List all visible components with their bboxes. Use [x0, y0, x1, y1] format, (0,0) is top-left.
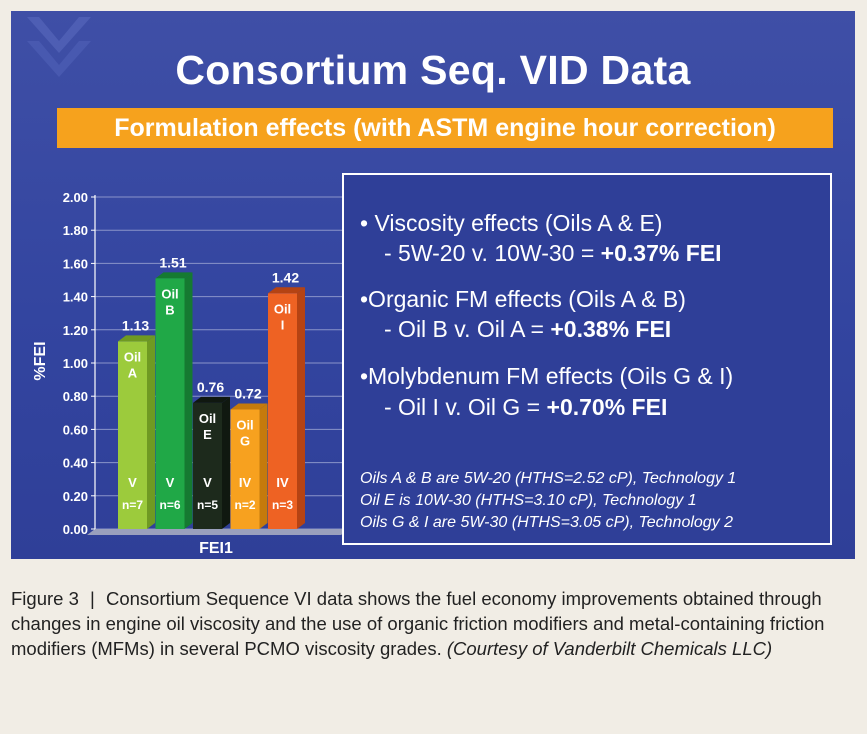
subtitle-banner: Formulation effects (with ASTM engine ho…: [57, 108, 833, 148]
chevron-logo-icon: [27, 17, 91, 53]
bar-oil-label: Oil: [161, 286, 178, 301]
bullet-viscosity: • Viscosity effects (Oils A & E): [360, 210, 663, 236]
bar-top: [230, 403, 268, 410]
bar-side: [147, 335, 155, 529]
bar-tech-label: V: [166, 475, 175, 490]
y-tick-label: 0.20: [63, 489, 88, 504]
bar-n-label: n=6: [159, 498, 180, 512]
detail-viscosity: - 5W-20 v. 10W-30 = +0.37% FEI: [384, 240, 722, 266]
bar-value-label: 1.42: [272, 269, 299, 285]
bar-oil-letter: B: [165, 302, 174, 317]
bar-oil-label: Oil: [236, 417, 253, 432]
bullet-molybdenum-fm: •Molybdenum FM effects (Oils G & I): [360, 363, 734, 389]
y-axis: 0.00 0.20 0.40 0.60 0.80 1.00 1.20 1.40 1.60 1.80…: [63, 190, 96, 537]
bar-tech-label: V: [203, 475, 212, 490]
x-axis-label: FEI1: [199, 540, 233, 557]
bar-side: [222, 396, 230, 529]
y-tick-label: 1.20: [63, 323, 88, 338]
y-tick-label: 1.80: [63, 223, 88, 238]
y-tick-label: 0.00: [63, 522, 88, 537]
bar-face: [230, 409, 260, 529]
figure-number: Figure 3: [11, 588, 79, 609]
bar-face: [193, 402, 222, 529]
bar-face: [268, 293, 297, 529]
chart-floor-plane: [87, 529, 349, 535]
bar-value-label: 0.76: [197, 379, 224, 395]
bar-tech-label: V: [128, 475, 137, 490]
slide-title: Consortium Seq. VID Data: [175, 47, 691, 93]
y-tick-label: 0.60: [63, 422, 88, 437]
bar-face: [155, 278, 185, 529]
bar-face: [118, 341, 147, 529]
caption-separator: |: [90, 588, 95, 609]
bar-value-label: 1.51: [159, 254, 186, 270]
caption-text: Consortium Sequence VI data shows the fu…: [11, 588, 825, 659]
bar-n-label: n=2: [234, 498, 255, 512]
detail-molybdenum-fm: - Oil I v. Oil G = +0.70% FEI: [384, 394, 668, 420]
caption-credit: (Courtesy of Vanderbilt Chemicals LLC): [446, 638, 773, 659]
chart-bars: 1.13OilAVn=71.51OilBVn=60.76OilEVn=50.72…: [118, 254, 305, 529]
bar-side: [297, 287, 305, 529]
bar-side: [259, 403, 268, 529]
bar-oil-letter: E: [203, 427, 212, 442]
bar-tech-label: IV: [276, 475, 289, 490]
bar-n-label: n=7: [122, 498, 143, 512]
y-tick-label: 1.60: [63, 256, 88, 271]
bar-value-label: 0.72: [234, 385, 261, 401]
bar-top: [118, 335, 155, 342]
y-tick-label: 0.80: [63, 389, 88, 404]
slide-subtitle: Formulation effects (with ASTM engine ho…: [114, 114, 776, 142]
bar-side: [184, 272, 193, 529]
bar-n-label: n=3: [272, 498, 293, 512]
note-oil-e: Oil E is 10W-30 (HTHS=3.10 cP), Technolo…: [360, 492, 697, 509]
info-box: • Viscosity effects (Oils A & E) - 5W-20…: [342, 173, 832, 545]
y-tick-label: 1.00: [63, 356, 88, 371]
bar-n-label: n=5: [197, 498, 218, 512]
bar-oil-label: Oil: [124, 349, 141, 364]
bar-chart: 1.13OilAVn=71.51OilBVn=60.76OilEVn=50.72…: [32, 190, 349, 557]
chevron-logo-icon: [27, 41, 91, 77]
y-tick-label: 2.00: [63, 190, 88, 205]
bar-oil-label: Oil: [199, 411, 216, 426]
bar-oil-letter: G: [240, 433, 250, 448]
bar-oil-label: Oil: [274, 301, 291, 316]
bar-top: [193, 396, 230, 403]
y-tick-label: 0.40: [63, 456, 88, 471]
slide: Consortium Seq. VID Data Formulation eff…: [11, 11, 855, 559]
bar-tech-label: IV: [239, 475, 252, 490]
figure-caption: Figure 3 | Consortium Sequence VI data s…: [11, 586, 855, 661]
chart-floor: [87, 529, 349, 535]
note-oils-a-b: Oils A & B are 5W-20 (HTHS=2.52 cP), Tec…: [360, 470, 737, 487]
note-oils-g-i: Oils G & I are 5W-30 (HTHS=3.05 cP), Tec…: [360, 514, 734, 531]
bar-top: [268, 287, 305, 294]
detail-organic-fm: - Oil B v. Oil A = +0.38% FEI: [384, 316, 672, 342]
bar-oil-letter: I: [281, 317, 285, 332]
bar-top: [155, 272, 193, 279]
bar-oil-letter: A: [128, 365, 138, 380]
bar-value-label: 1.13: [122, 317, 149, 333]
y-axis-label: %FEI: [32, 341, 49, 380]
y-tick-label: 1.40: [63, 290, 88, 305]
bullet-organic-fm: •Organic FM effects (Oils A & B): [360, 286, 686, 312]
